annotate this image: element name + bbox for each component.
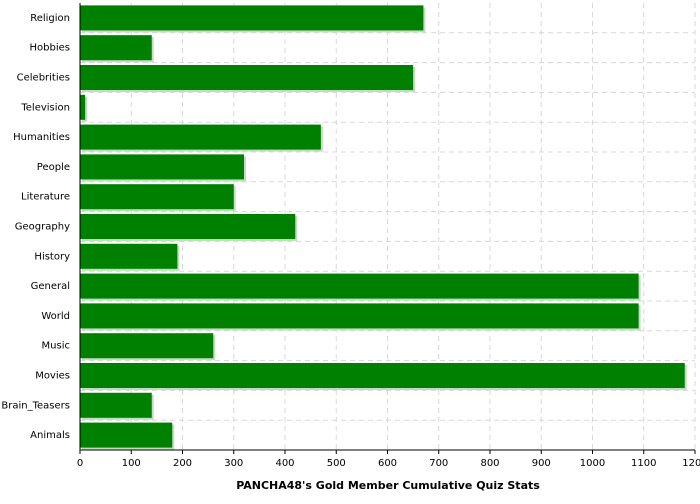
y-tick-label: Movies [35,371,70,382]
y-tick-label: Humanities [13,132,70,143]
bar [80,243,178,269]
y-tick-label: Geography [15,222,70,233]
x-tick-label: 200 [173,458,192,469]
bar [80,273,639,299]
y-tick-label: Hobbies [30,43,70,54]
x-tick-label: 300 [224,458,243,469]
bar [80,333,214,359]
x-tick-label: 400 [275,458,294,469]
x-tick-label: 900 [532,458,551,469]
bar [80,124,321,150]
y-tick-label: World [41,311,70,322]
y-tick-label: Music [42,341,70,352]
y-tick-label: History [34,251,70,262]
x-tick-label: 500 [327,458,346,469]
bar [80,392,152,418]
x-tick-label: 1000 [580,458,605,469]
bar [80,94,86,120]
x-tick-label: 1200 [682,458,700,469]
bar [80,184,234,210]
bar [80,5,424,31]
y-tick-label: General [31,281,70,292]
x-tick-label: 100 [122,458,141,469]
bar [80,213,296,240]
bar [80,422,173,448]
x-tick-label: 800 [480,458,499,469]
y-tick-label: Religion [30,13,70,24]
bar [80,64,414,91]
bar [80,303,639,329]
x-tick-label: 1100 [631,458,656,469]
x-tick-label: 0 [77,458,83,469]
bar [80,154,244,180]
y-tick-label: People [37,162,70,173]
x-axis-label: PANCHA48's Gold Member Cumulative Quiz S… [236,479,540,492]
y-tick-label: Celebrities [17,73,70,84]
bar [80,362,685,389]
x-tick-label: 700 [429,458,448,469]
y-tick-label: Television [20,102,70,113]
y-tick-label: Literature [21,192,70,203]
y-tick-label: Brain_Teasers [1,400,70,411]
y-tick-label: Animals [30,430,70,441]
x-tick-label: 600 [378,458,397,469]
bar [80,35,152,61]
